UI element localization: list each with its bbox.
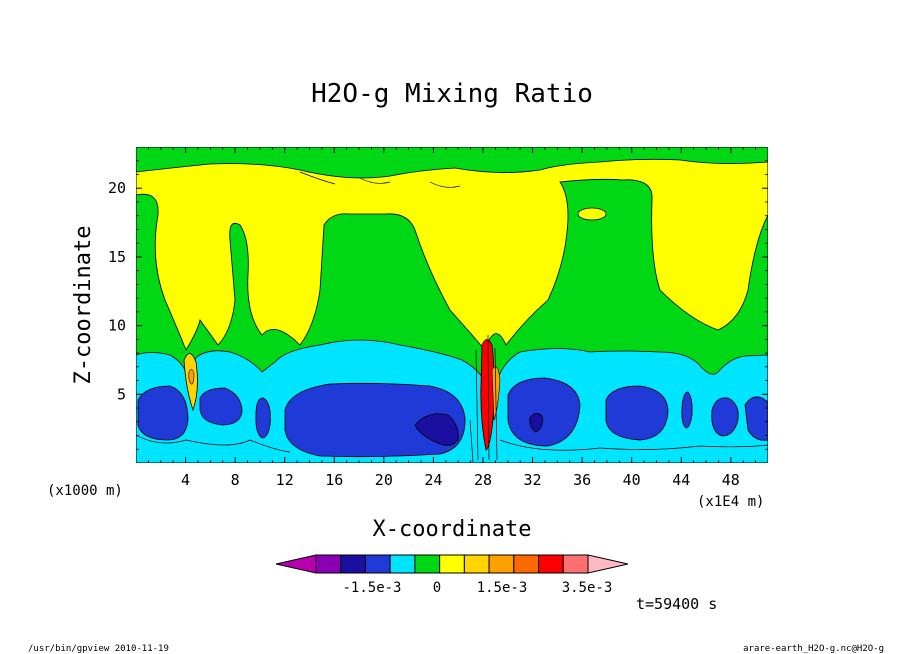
x-tick-label: 20 <box>375 471 393 489</box>
colorbar-label-4: 3.5e-3 <box>562 580 613 596</box>
time-label: t=59400 s <box>636 595 717 613</box>
x-axis-label: X-coordinate <box>373 517 532 542</box>
red-plume <box>480 339 495 451</box>
colorbar-arrow-left <box>275 554 317 574</box>
green-upper-band <box>136 147 768 179</box>
x-tick-label: 44 <box>672 471 690 489</box>
colorbar-swatch <box>389 554 416 574</box>
colorbar-swatch <box>562 554 589 574</box>
colorbar-swatch <box>513 554 540 574</box>
colorbar-swatch <box>538 554 564 574</box>
y-axis: 5 10 15 20 <box>108 160 768 450</box>
blue-cell-4 <box>284 382 466 458</box>
contour-line-4 <box>299 171 461 188</box>
x-tick-label: 36 <box>573 471 591 489</box>
colorbar-label-2: 0 <box>433 580 441 596</box>
blue-cell-9 <box>744 396 768 441</box>
blue-cell-6 <box>605 385 669 441</box>
colorbar-label-1: -1.5e-3 <box>342 580 401 596</box>
x-tick-label: 32 <box>524 471 542 489</box>
y-tick-label: 10 <box>108 317 126 335</box>
colorbar-label-3: 1.5e-3 <box>477 580 528 596</box>
x-tick-label: 40 <box>623 471 641 489</box>
x-tick-label: 12 <box>276 471 294 489</box>
navy-cell-2 <box>529 413 543 433</box>
colorbar-swatch <box>364 554 391 574</box>
colorbar-arrow-right <box>587 554 629 574</box>
contour-line-2 <box>499 439 768 451</box>
colorbar-swatch <box>463 554 490 574</box>
x-tick-label: 4 <box>181 471 190 489</box>
colorbar <box>275 554 629 574</box>
y-tick-label: 15 <box>108 248 126 266</box>
y-tick-label: 5 <box>117 385 126 403</box>
contour-line-1 <box>136 434 291 453</box>
footer-right: arare-earth_H2O-g.nc@H2O-g <box>743 644 884 654</box>
colorbar-swatch <box>439 554 465 574</box>
colorbar-swatch <box>414 554 441 574</box>
blue-cell-2 <box>199 387 243 426</box>
x-unit-left: (x1000 m) <box>47 483 123 499</box>
x-tick-label: 16 <box>325 471 343 489</box>
blue-cell-3 <box>255 397 271 439</box>
colorbar-swatch <box>315 554 342 574</box>
blue-cell-5 <box>507 377 581 447</box>
contour-ellipse <box>577 207 607 221</box>
blue-cell-7 <box>681 391 693 429</box>
x-tick-label: 8 <box>231 471 240 489</box>
blue-cell-1 <box>137 385 189 441</box>
x-axis: 4 8 12 16 20 24 28 32 36 40 44 48 <box>147 147 757 489</box>
colorbar-swatch <box>340 554 366 574</box>
y-tick-label: 20 <box>108 179 126 197</box>
colorbar-swatch <box>488 554 515 574</box>
x-tick-label: 28 <box>474 471 492 489</box>
y-axis-label: Z-coordinate <box>71 226 96 385</box>
blue-cell-8 <box>711 397 739 437</box>
footer-left: /usr/bin/gpview 2010-11-19 <box>28 644 169 654</box>
orange-core-left <box>188 369 195 385</box>
contour-line-3 <box>469 334 498 463</box>
x-tick-label: 24 <box>424 471 442 489</box>
navy-cell-1 <box>414 413 459 446</box>
x-unit-right: (x1E4 m) <box>697 494 764 510</box>
plot-area <box>136 147 768 463</box>
x-tick-label: 48 <box>722 471 740 489</box>
chart-title: H2O-g Mixing Ratio <box>311 79 593 109</box>
